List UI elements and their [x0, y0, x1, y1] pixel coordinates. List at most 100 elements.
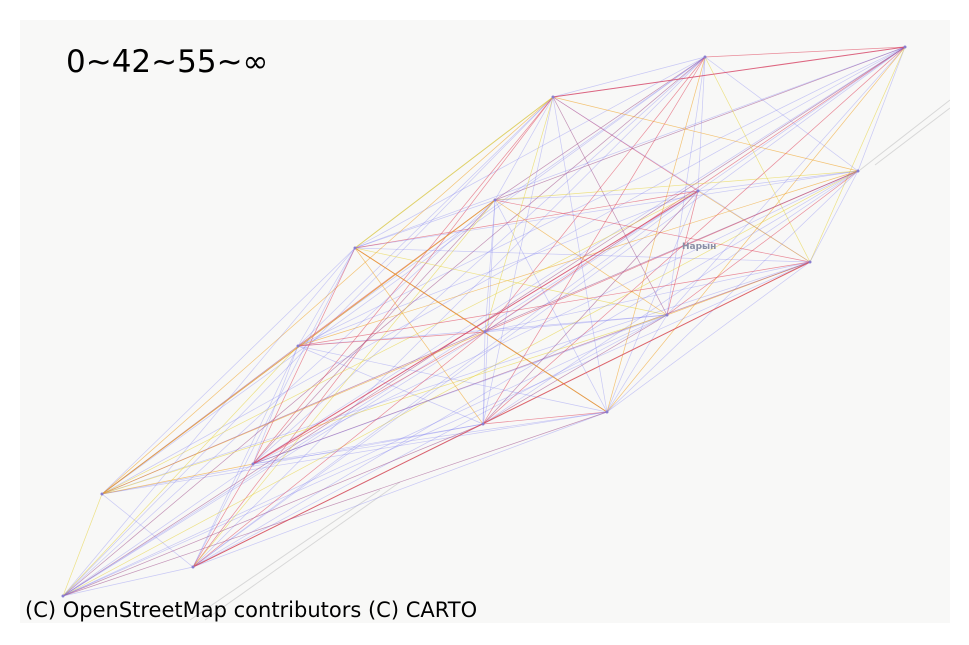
graph-edge — [484, 46, 906, 333]
graph-edge — [101, 331, 486, 495]
graph-edge — [297, 261, 811, 347]
road-segment — [859, 99, 950, 171]
graph-node — [353, 246, 357, 250]
graph-edge — [482, 56, 706, 425]
graph-edge — [192, 96, 554, 568]
graph-edge — [606, 190, 699, 413]
graph-edge — [354, 96, 554, 249]
graph-node — [605, 410, 609, 414]
road-segment — [874, 107, 950, 166]
graph-edge — [354, 56, 706, 249]
graph-edge — [666, 56, 706, 316]
graph-edge — [552, 96, 859, 172]
graph-edge — [606, 170, 859, 413]
graph-edge — [62, 46, 906, 597]
graph-edge — [192, 46, 906, 568]
graph-edge — [809, 170, 859, 263]
graph-edge — [354, 247, 668, 316]
graph-edge — [494, 96, 554, 201]
graph-edge — [809, 46, 906, 263]
graph-edge — [101, 411, 608, 495]
graph-edge — [482, 170, 859, 425]
graph-edge — [252, 199, 496, 465]
graph-node — [61, 594, 65, 598]
graph-node — [483, 330, 487, 334]
graph-node — [551, 95, 555, 99]
graph-edge — [252, 314, 668, 465]
graph-edge — [192, 56, 706, 568]
graph-edge — [704, 56, 811, 263]
graph-edge — [704, 56, 859, 172]
graph-edges — [62, 46, 906, 597]
graph-edge — [666, 170, 859, 316]
graph-edge — [494, 199, 811, 263]
graph-edge — [354, 170, 859, 249]
graph-edge — [62, 56, 706, 597]
graph-edge — [192, 331, 486, 568]
graph-edge — [484, 96, 554, 333]
graph-edge — [494, 199, 668, 316]
graph-edge — [494, 56, 706, 201]
graph-edge — [252, 345, 299, 465]
graph-node — [493, 198, 497, 202]
place-label-naryn: Нарын — [682, 242, 717, 252]
graph-edge — [484, 56, 706, 333]
graph-edge — [101, 314, 668, 495]
graph-edge — [494, 199, 608, 413]
graph-edge — [62, 566, 194, 597]
graph-edge — [606, 56, 706, 413]
graph-edge — [297, 247, 356, 347]
graph-edge — [297, 170, 859, 347]
graph-node — [296, 344, 300, 348]
map-canvas[interactable]: Нарын 0~42~55~∞ (C) OpenStreetMap contri… — [20, 20, 950, 623]
graph-edge — [354, 247, 608, 413]
graph-node — [481, 422, 485, 426]
graph-edge — [354, 46, 906, 249]
graph-edge — [484, 261, 811, 333]
graph-edge — [252, 46, 906, 465]
graph-edge — [101, 463, 254, 495]
graph-edge — [62, 423, 484, 597]
graph-edge — [252, 411, 608, 465]
graph-edge — [697, 170, 859, 192]
graph-edge — [101, 56, 706, 495]
graph-node — [696, 189, 700, 193]
graph-edge — [252, 247, 356, 465]
graph-edge — [552, 46, 906, 98]
graph-edge — [62, 199, 496, 597]
graph-edge — [494, 170, 859, 201]
graph-edge — [192, 463, 254, 568]
graph-edge — [482, 331, 486, 425]
graph-edge — [482, 46, 906, 425]
graph-edge — [101, 493, 194, 568]
graph-edge — [252, 423, 484, 465]
graph-node — [856, 169, 860, 173]
graph-edge — [62, 261, 811, 597]
graph-edge — [62, 493, 103, 597]
graph-edge — [192, 190, 699, 568]
basemap-roads — [189, 99, 950, 621]
graph-edge — [62, 314, 668, 597]
graph-edge — [484, 199, 496, 333]
graph-node — [703, 55, 707, 59]
graph-node — [808, 260, 812, 264]
graph-edge — [552, 56, 706, 98]
graph-edge — [552, 96, 668, 316]
graph-edge — [482, 190, 699, 425]
graph-edge — [552, 96, 699, 192]
graph-edge — [62, 170, 859, 597]
graph-edge — [101, 190, 699, 495]
graph-edge — [297, 331, 486, 347]
graph-edge — [606, 261, 811, 413]
graph-edge — [62, 345, 299, 597]
graph-edge — [62, 96, 554, 597]
graph-edge — [252, 190, 699, 465]
graph-edge — [697, 190, 811, 263]
graph-edge — [101, 46, 906, 495]
graph-edge — [484, 314, 668, 333]
graph-edge — [62, 411, 608, 597]
road-segment — [204, 481, 401, 621]
graph-edge — [297, 46, 906, 347]
graph-edge — [666, 46, 906, 316]
graph-edge — [62, 463, 254, 597]
